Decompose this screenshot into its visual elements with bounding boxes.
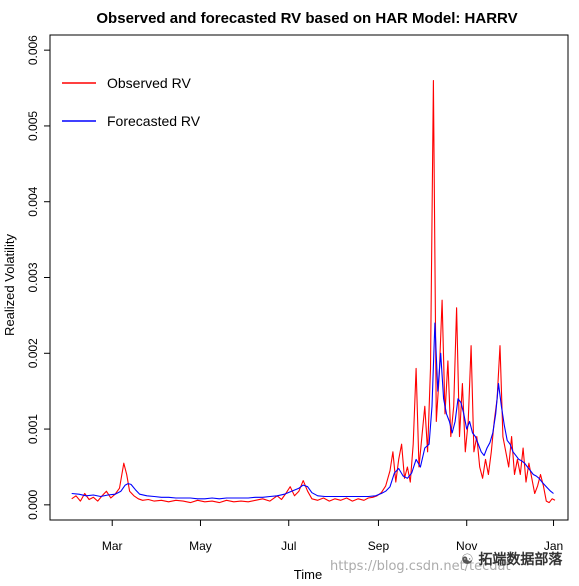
series-layer	[71, 79, 556, 504]
x-tick-label: Mar	[102, 539, 123, 553]
plot-frame	[49, 34, 569, 521]
series-line-forecasted	[71, 322, 554, 500]
legend-label-forecasted: Forecasted RV	[107, 113, 201, 129]
y-tick-label: 0.000	[26, 490, 40, 520]
y-tick-label: 0.004	[26, 186, 40, 216]
legend: Observed RV Forecasted RV	[62, 75, 201, 129]
brand-icon: ☯	[461, 552, 474, 568]
y-tick-label: 0.005	[26, 111, 40, 141]
x-tick-label: Jan	[544, 539, 563, 553]
x-tick-label: May	[189, 539, 212, 553]
chart-title: Observed and forecasted RV based on HAR …	[96, 10, 517, 27]
watermark-brand: ☯ 拓端数据部落	[461, 549, 562, 569]
watermark-brand-text: 拓端数据部落	[478, 552, 563, 568]
x-tick-label: Nov	[456, 539, 477, 553]
x-axis-label: Time	[294, 567, 322, 582]
x-axis: Mar May Jul Sep Nov Jan	[102, 520, 563, 553]
legend-label-observed: Observed RV	[107, 75, 191, 91]
y-axis-label: Realized Volatility	[2, 234, 17, 336]
series-line-observed	[71, 79, 556, 504]
x-tick-label: Jul	[281, 539, 296, 553]
y-tick-label: 0.006	[26, 35, 40, 65]
y-tick-label: 0.001	[26, 414, 40, 444]
x-tick-label: Sep	[368, 539, 390, 553]
y-tick-label: 0.003	[26, 262, 40, 292]
watermark-url: https://blog.csdn.net/tecdat	[330, 559, 511, 574]
y-tick-label: 0.002	[26, 338, 40, 368]
y-axis: 0.000 0.001 0.002 0.003 0.004 0.005 0.006	[26, 35, 50, 520]
